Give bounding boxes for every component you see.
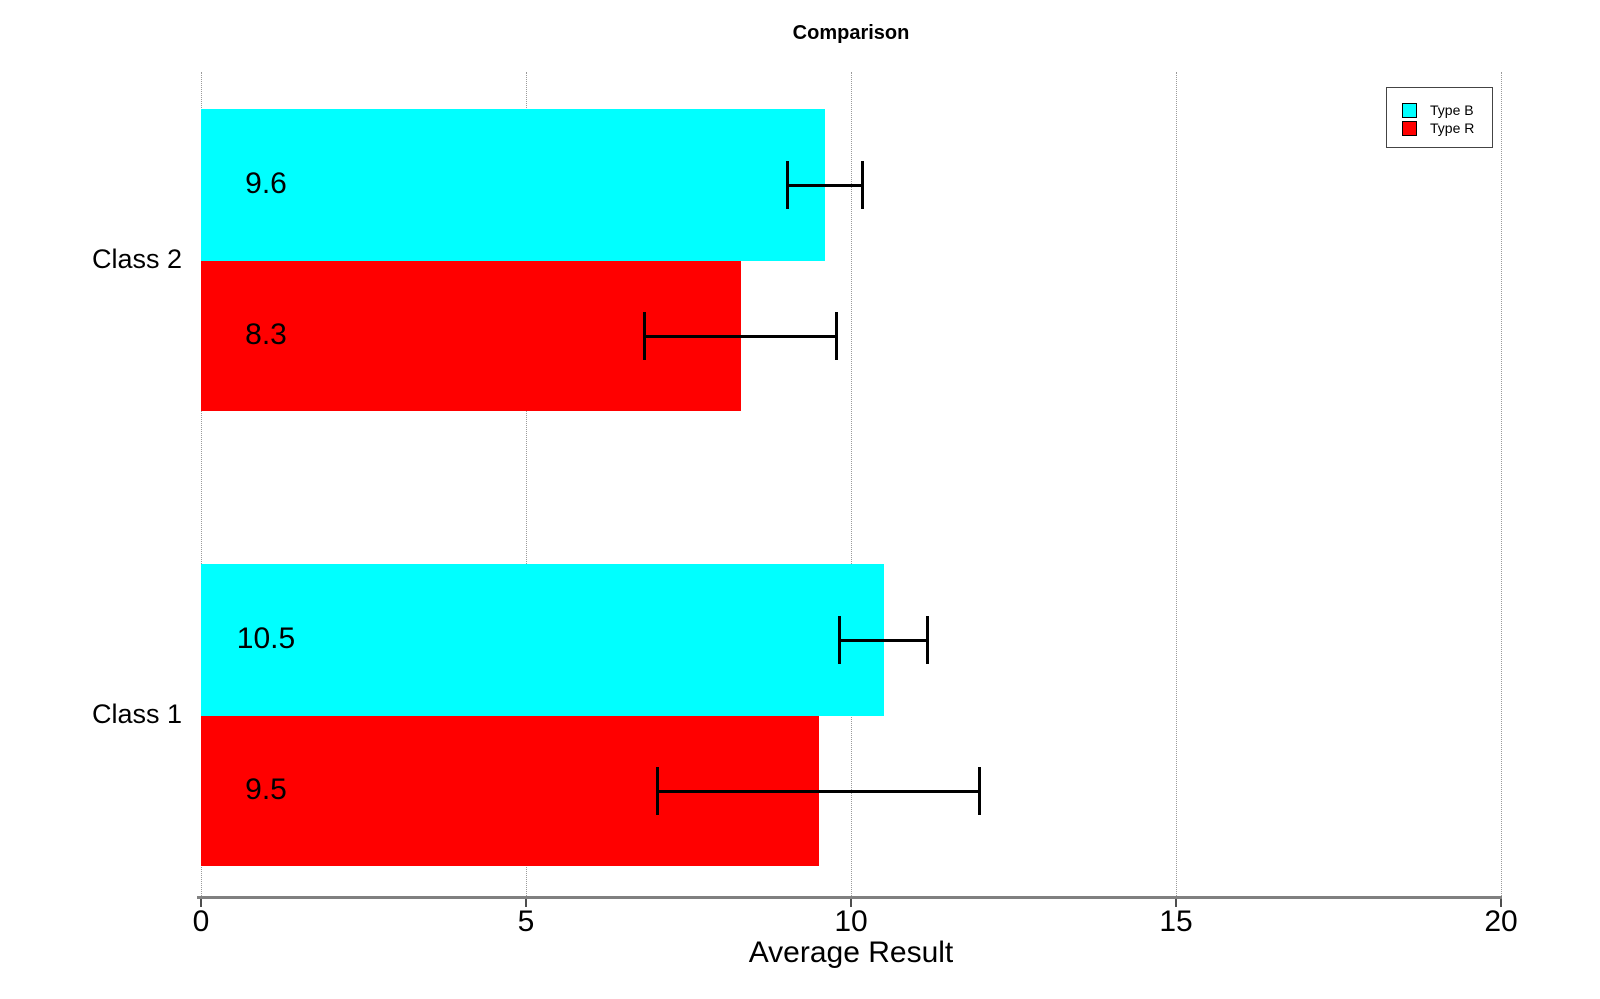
error-bar [786, 161, 864, 209]
error-bar-line [789, 183, 861, 187]
bar-class2-typeb [201, 109, 825, 261]
legend-item-typeb: Type B [1387, 101, 1492, 119]
x-tick-label-5: 5 [517, 905, 535, 938]
bar-value-label: 8.3 [245, 318, 287, 351]
gridline-x-5 [526, 72, 527, 896]
error-bar [656, 767, 981, 815]
gridline-x-10 [851, 72, 852, 896]
x-tick-label-20: 20 [1484, 905, 1518, 938]
category-label-class2: Class 2 [91, 244, 182, 274]
legend: Type B Type R [1386, 87, 1493, 148]
legend-item-typer: Type R [1387, 119, 1492, 137]
legend-swatch-typer [1402, 120, 1417, 136]
bar-value-label: 9.6 [245, 167, 287, 200]
x-axis-line [197, 896, 1502, 899]
x-tick-label-10: 10 [834, 905, 868, 938]
error-bar-line [646, 334, 835, 338]
x-tick-mark-0 [200, 899, 202, 907]
error-bar-line [659, 789, 978, 793]
x-tick-mark-20 [1500, 899, 1502, 907]
gridline-x-0 [201, 72, 202, 896]
x-tick-label-15: 15 [1159, 905, 1193, 938]
x-tick-mark-5 [525, 899, 527, 907]
bar-value-label: 10.5 [236, 622, 296, 655]
x-tick-mark-10 [850, 899, 852, 907]
gridline-x-15 [1176, 72, 1177, 896]
bar-value-label: 9.5 [245, 773, 287, 806]
error-bar [643, 312, 838, 360]
category-label-class1: Class 1 [91, 699, 182, 729]
x-axis-label: Average Result [748, 936, 954, 969]
error-bar-line [841, 638, 926, 642]
x-tick-label-0: 0 [192, 905, 210, 938]
bar-class1-typeb [201, 564, 884, 716]
chart-title: Comparison [792, 22, 910, 44]
error-bar [838, 616, 929, 664]
legend-swatch-typeb [1402, 102, 1417, 118]
x-tick-mark-15 [1175, 899, 1177, 907]
gridline-x-20 [1501, 72, 1502, 896]
legend-label: Type B [1430, 102, 1474, 118]
legend-label: Type R [1430, 120, 1475, 136]
